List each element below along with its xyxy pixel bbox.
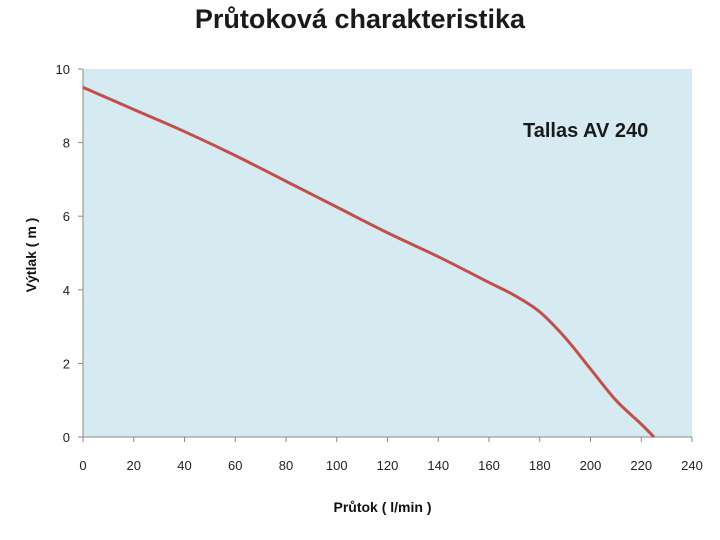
y-tick-label: 10 [56, 62, 70, 77]
x-tick-label: 20 [127, 458, 141, 473]
x-tick-label: 220 [630, 458, 652, 473]
x-tick-label: 60 [228, 458, 242, 473]
y-tick-label: 8 [63, 136, 70, 151]
x-tick-label: 160 [478, 458, 500, 473]
y-tick-label: 4 [63, 283, 70, 298]
series-line [82, 86, 656, 439]
y-tick-label: 6 [63, 209, 70, 224]
x-tick-label: 0 [79, 458, 86, 473]
x-axis-label: Průtok ( l/min ) [334, 499, 432, 515]
y-tick-label: 0 [63, 430, 70, 445]
x-tick-label: 40 [177, 458, 191, 473]
y-tick-label: 2 [63, 356, 70, 371]
x-tick-label: 120 [377, 458, 399, 473]
annotation-label: Tallas AV 240 [523, 120, 648, 142]
x-tick-label: 240 [681, 458, 703, 473]
x-tick-label: 100 [326, 458, 348, 473]
tick-group: 0 20 40 60 80 100 120 140 160 180 200 220 240 0 2 4 6 8 10 [56, 62, 703, 473]
y-axis-label: Výtlak ( m ) [23, 218, 39, 293]
x-tick-label: 200 [580, 458, 602, 473]
x-tick-label: 180 [529, 458, 551, 473]
x-tick-label: 80 [279, 458, 293, 473]
chart-title: Průtoková charakteristika [194, 4, 526, 34]
x-tick-label: 140 [427, 458, 449, 473]
